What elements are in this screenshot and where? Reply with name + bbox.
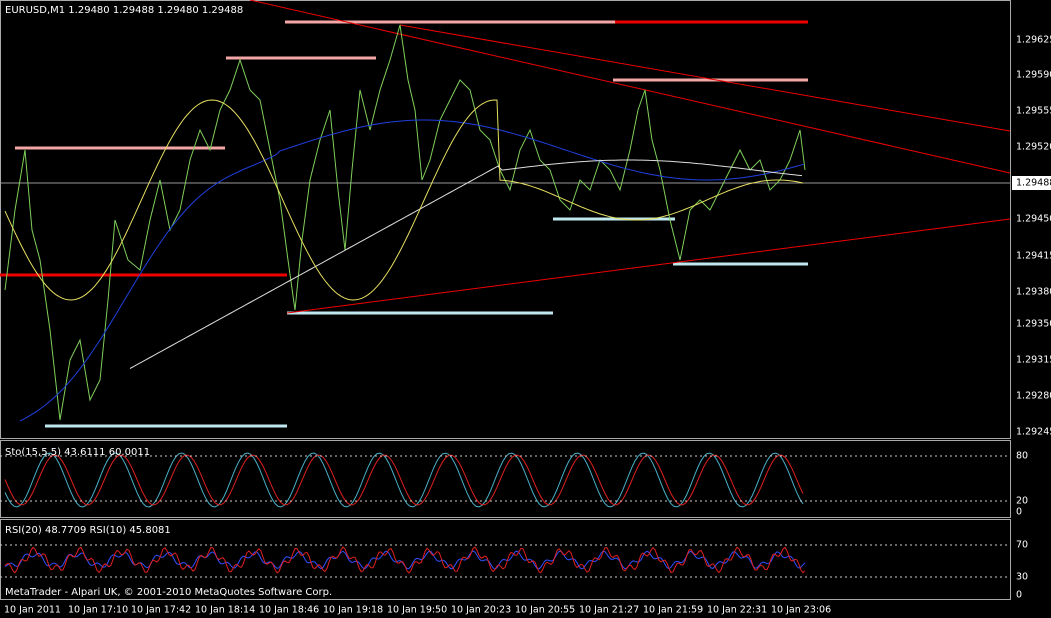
trend-line: [286, 218, 1011, 314]
price-axis: 1.29625 1.29590 1.29555 1.29520 1.29488 …: [1012, 35, 1051, 601]
price-label: 1.29590: [1016, 70, 1051, 81]
time-label: 10 Jan 19:18: [323, 605, 383, 616]
time-label: 10 Jan 21:27: [579, 605, 639, 616]
price-label: 1.29625: [1016, 35, 1051, 46]
trend-lines: [249, 0, 1011, 314]
price-label: 1.29555: [1016, 106, 1051, 117]
rsi-level-label: 0: [1016, 590, 1022, 601]
current-price: 1.29488: [1016, 178, 1051, 189]
indicators: [4, 99, 806, 574]
stochastic-signal: [4, 454, 804, 506]
time-label: 10 Jan 2011: [4, 605, 61, 616]
time-label: 10 Jan 20:55: [515, 605, 575, 616]
time-label: 10 Jan 19:50: [387, 605, 447, 616]
stochastic-main: [4, 452, 804, 508]
price-label: 1.29415: [1016, 251, 1051, 262]
ma-white: [129, 159, 803, 369]
price-label: 1.29380: [1016, 287, 1051, 298]
price-label: 1.29350: [1016, 319, 1051, 330]
price-series: [4, 24, 806, 421]
ma-blue: [19, 119, 805, 422]
levels: [0, 20, 808, 428]
time-label: 10 Jan 22:31: [707, 605, 767, 616]
price-label: 1.29315: [1016, 355, 1051, 366]
time-label: 10 Jan 21:59: [643, 605, 703, 616]
price-label: 1.29520: [1016, 142, 1051, 153]
price-label: 1.29245: [1016, 427, 1051, 438]
trend-line: [249, 0, 1011, 174]
ma-yellow: [4, 99, 804, 301]
time-label: 10 Jan 18:14: [195, 605, 255, 616]
price-label: 1.29450: [1016, 214, 1051, 225]
sto-level-label: 80: [1016, 451, 1028, 462]
sto-panel: [0, 440, 1011, 518]
time-label: 10 Jan 20:23: [451, 605, 511, 616]
price-label: 1.29280: [1016, 391, 1051, 402]
sto-header: Sto(15,5,5) 43.6111 60.0011: [5, 447, 150, 458]
rsi-panel: [0, 519, 1011, 600]
time-label: 10 Jan 17:42: [131, 605, 191, 616]
panel-frames: [0, 0, 1011, 600]
chart-header: EURUSD,M1 1.29480 1.29488 1.29480 1.2948…: [5, 5, 243, 16]
rsi-level-label: 70: [1016, 540, 1028, 551]
current-price-box: [1012, 176, 1051, 190]
time-axis: 10 Jan 2011 10 Jan 17:10 10 Jan 17:42 10…: [4, 605, 831, 616]
footer: MetaTrader - Alpari UK, © 2001-2010 Meta…: [5, 587, 332, 598]
rsi-10: [4, 546, 806, 574]
level-lines: [0, 455, 1010, 578]
time-label: 10 Jan 23:06: [771, 605, 831, 616]
sto-level-label: 20: [1016, 496, 1028, 507]
main-panel: [0, 0, 1011, 439]
time-label: 10 Jan 18:46: [259, 605, 319, 616]
time-label: 10 Jan 17:10: [68, 605, 128, 616]
trend-line: [399, 24, 1011, 132]
sto-level-label: 0: [1016, 507, 1022, 518]
rsi-level-label: 30: [1016, 572, 1028, 583]
rsi-header: RSI(20) 48.7709 RSI(10) 45.8081: [5, 525, 171, 536]
